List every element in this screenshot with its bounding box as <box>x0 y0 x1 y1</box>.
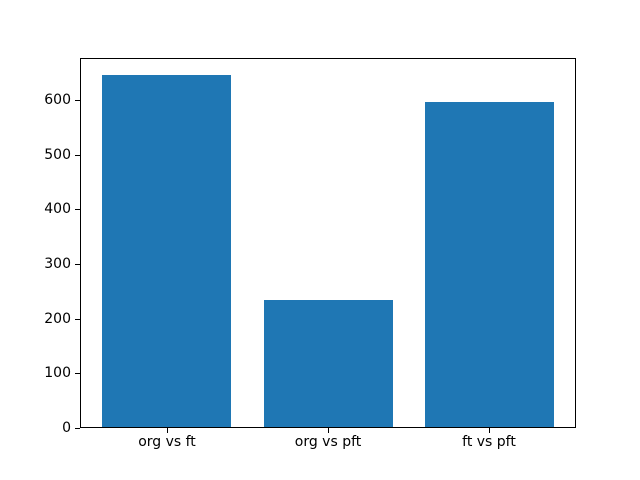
x-tick-label-org-vs-ft: org vs ft <box>138 434 196 450</box>
y-tick-100 <box>75 373 80 374</box>
y-tick-label-200: 200 <box>44 311 71 327</box>
y-tick-300 <box>75 264 80 265</box>
y-tick-0 <box>75 428 80 429</box>
x-tick-label-org-vs-pft: org vs pft <box>294 434 362 450</box>
y-tick-400 <box>75 209 80 210</box>
y-tick-label-400: 400 <box>44 201 71 217</box>
y-tick-200 <box>75 319 80 320</box>
x-tick-org-vs-ft <box>167 428 168 433</box>
bar-org-vs-ft <box>102 75 231 427</box>
bar-ft-vs-pft <box>425 102 554 427</box>
x-tick-label-ft-vs-pft: ft vs pft <box>462 434 516 450</box>
y-tick-label-100: 100 <box>44 365 71 381</box>
y-tick-label-500: 500 <box>44 147 71 163</box>
y-tick-label-300: 300 <box>44 256 71 272</box>
y-tick-label-600: 600 <box>44 92 71 108</box>
x-tick-org-vs-pft <box>328 428 329 433</box>
y-tick-500 <box>75 155 80 156</box>
y-tick-600 <box>75 100 80 101</box>
y-tick-label-0: 0 <box>62 420 71 436</box>
x-tick-ft-vs-pft <box>489 428 490 433</box>
bar-org-vs-pft <box>264 300 393 427</box>
